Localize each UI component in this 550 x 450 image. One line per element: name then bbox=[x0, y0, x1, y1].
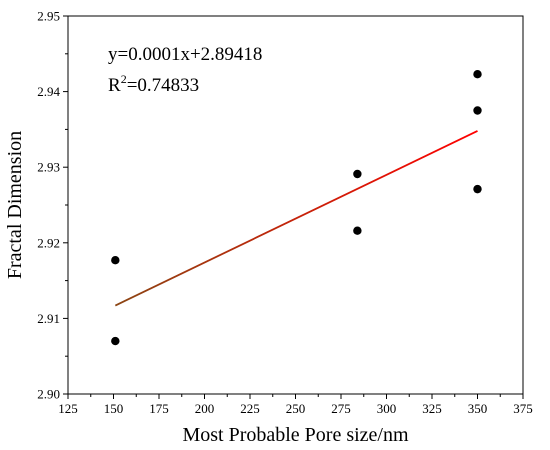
data-points bbox=[111, 70, 482, 346]
r-squared-superscript: 2 bbox=[121, 72, 127, 86]
plot-frame bbox=[67, 15, 524, 395]
y-tick-label: 2.94 bbox=[37, 84, 60, 99]
data-point bbox=[473, 70, 482, 79]
x-tick-label: 200 bbox=[195, 401, 215, 416]
data-point bbox=[473, 106, 482, 115]
data-point bbox=[353, 226, 362, 235]
x-tick-label: 225 bbox=[240, 401, 260, 416]
x-axis-title: Most Probable Pore size/nm bbox=[182, 424, 409, 446]
x-tick-label: 175 bbox=[149, 401, 169, 416]
y-tick-label: 2.91 bbox=[37, 311, 60, 326]
x-tick-label: 325 bbox=[422, 401, 442, 416]
fit-equation: y=0.0001x+2.89418 bbox=[108, 44, 262, 65]
x-tick-label: 125 bbox=[58, 401, 78, 416]
data-point bbox=[353, 169, 362, 179]
y-axis-ticks: 2.90 2.91 2.92 2.93 2.94 2.95 bbox=[37, 9, 68, 402]
x-tick-label: 250 bbox=[286, 401, 306, 416]
r-squared-prefix: R bbox=[108, 75, 121, 96]
x-tick-label: 375 bbox=[513, 401, 533, 416]
data-point bbox=[111, 255, 120, 265]
x-tick-label: 275 bbox=[331, 401, 351, 416]
fit-line bbox=[114, 130, 478, 307]
y-axis-title: Fractal Dimension bbox=[4, 131, 26, 279]
x-tick-label: 300 bbox=[377, 401, 397, 416]
x-axis-ticks: 125 150 175 200 225 250 275 300 325 350 375 bbox=[58, 394, 533, 416]
r-squared-value: =0.74833 bbox=[127, 75, 199, 96]
r-squared: R2=0.74833 bbox=[108, 72, 199, 96]
y-tick-label: 2.93 bbox=[37, 160, 60, 175]
y-tick-label: 2.90 bbox=[37, 387, 60, 402]
y-tick-label: 2.95 bbox=[37, 9, 60, 24]
data-point bbox=[111, 336, 120, 346]
data-point bbox=[473, 184, 482, 194]
x-tick-label: 350 bbox=[468, 401, 488, 416]
x-tick-label: 150 bbox=[104, 401, 124, 416]
y-tick-label: 2.92 bbox=[37, 235, 60, 250]
